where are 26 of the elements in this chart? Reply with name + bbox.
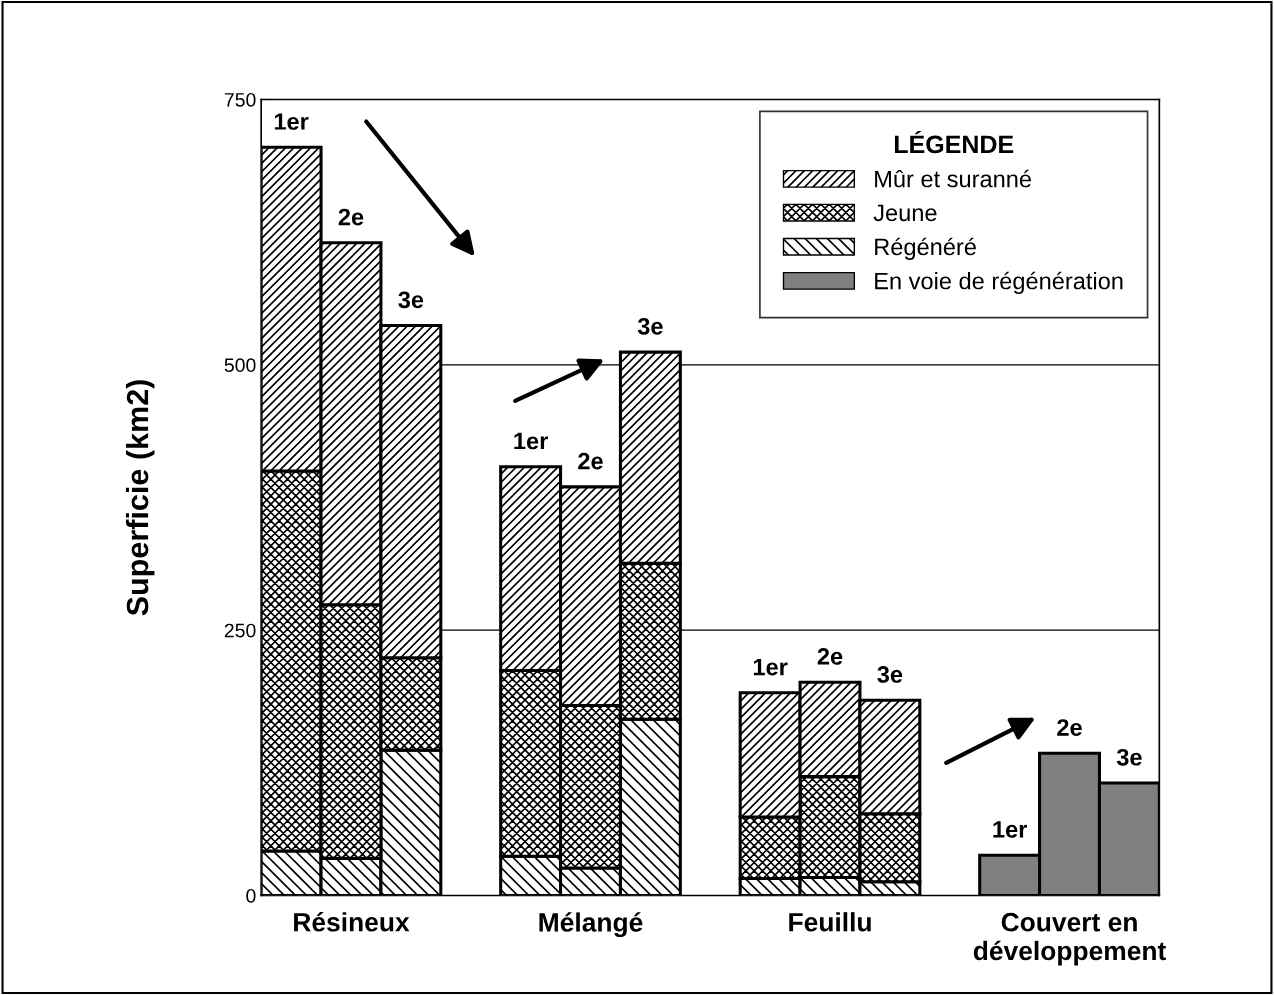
y-axis-title: Superficie (km2)	[125, 380, 155, 616]
annotation: 3e	[637, 317, 663, 335]
annotation: 3e	[398, 291, 424, 309]
y-tick-label: 750	[224, 92, 256, 107]
x-tick-label: Couvert en développement	[973, 912, 1166, 966]
annotation: 2e	[338, 208, 364, 226]
annotation: 2e	[817, 648, 843, 665]
annotation: 1er	[993, 821, 1028, 838]
legend-label: Mûr et suranné	[875, 169, 1031, 188]
annotation: 3e	[1116, 748, 1142, 766]
annotation: 2e	[578, 452, 603, 470]
x-tick-label: Feuillu	[789, 912, 871, 932]
x-tick-label: Mélangé	[539, 912, 643, 938]
y-tick-label: 500	[224, 358, 256, 373]
legend-label: En voie de régénération	[875, 271, 1123, 295]
annotation: 3e	[877, 666, 903, 683]
annotation: 1er	[274, 113, 309, 130]
y-tick-label: 0	[246, 888, 256, 903]
y-tick-label: 250	[224, 623, 256, 638]
annotation: 2e	[1057, 719, 1082, 736]
legend-label: Régénéré	[875, 237, 976, 260]
legend-title: LÉGENDE	[894, 130, 1014, 154]
annotation: 1er	[514, 432, 548, 450]
annotation: 1er	[753, 658, 788, 676]
x-tick-label: Résineux	[294, 911, 410, 932]
legend-label: Jeune	[873, 204, 937, 222]
